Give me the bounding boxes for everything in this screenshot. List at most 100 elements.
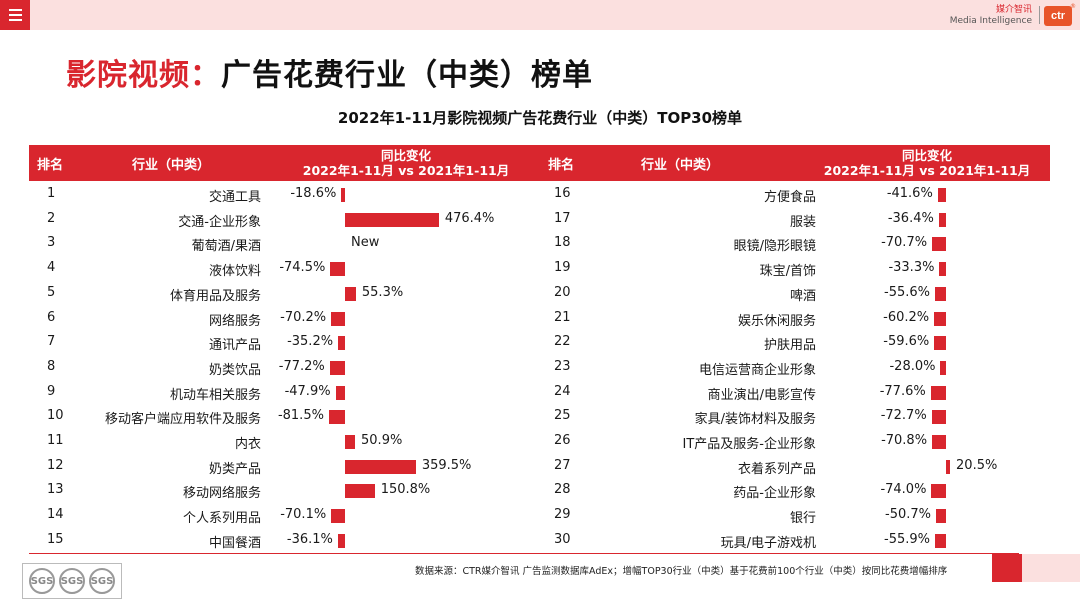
row-industry: 葡萄酒/果酒 [191,239,261,255]
page-title-main: 影院视频： [66,58,221,93]
sgs-badge-icon: SGS [89,568,115,594]
row-value-label: 50.9% [361,433,403,448]
change-bar [345,286,356,301]
header-rank-right: 排名 [548,157,575,173]
row-industry: 奶类饮品 [208,362,261,378]
change-bar [931,484,946,499]
change-bar [331,509,345,524]
row-industry: 中国餐酒 [208,535,261,551]
change-bar [338,336,345,351]
row-value-label: -36.1% [286,531,333,547]
row-value-label: -81.5% [277,408,324,424]
table-row: 3 葡萄酒/果酒 New [0,232,1080,256]
row-rank: 21 [554,309,571,325]
sgs-badge-icon: SGS [59,568,85,594]
row-value-label: -77.2% [278,358,325,374]
table-row: 10 移动客户端应用软件及服务 -81.5% [0,405,1080,429]
row-rank: 8 [47,358,56,374]
change-bar [345,212,439,227]
row-rank: 9 [47,383,56,399]
change-bar [331,311,345,326]
row-rank: 20 [554,284,571,300]
row-value-label: -70.2% [280,309,327,325]
header-change-left: 同比变化 2022年1-11月 vs 2021年1-11月 [291,148,521,178]
change-bar [934,336,946,351]
ctr-logo: ctr [1044,6,1072,26]
row-rank: 26 [554,433,571,448]
table-row: 26 IT产品及服务-企业形象 -70.8% [0,430,1080,454]
page-title: 影院视频：广告花费行业（中类）榜单 [66,50,593,94]
change-bar [938,212,946,227]
table-header: 排名 行业（中类） 同比变化 2022年1-11月 vs 2021年1-11月 … [29,145,1050,181]
table-row: 6 网络服务 -70.2% [0,307,1080,331]
row-rank: 28 [554,482,571,498]
row-value-label: -72.7% [880,408,927,424]
row-rank: 10 [47,408,64,424]
row-rank: 15 [47,531,64,547]
row-rank: 16 [554,186,571,201]
brand-text: 媒介智讯 Media Intelligence [950,5,1032,27]
row-industry: 珠宝/首饰 [759,264,816,280]
table-row: 24 商业演出/电影宣传 -77.6% [0,381,1080,405]
row-rank: 14 [47,507,64,523]
table-row: 8 奶类饮品 -77.2% [0,356,1080,380]
row-industry: 玩具/电子游戏机 [720,535,816,551]
row-value-label: -50.7% [885,507,932,523]
row-rank: 27 [554,457,571,473]
row-value-label: -59.6% [883,334,930,350]
row-rank: 17 [554,210,571,226]
top-bar [0,0,1080,30]
change-bar [329,360,345,375]
change-bar [337,533,345,548]
change-bar [939,262,946,277]
change-bar [936,509,946,524]
row-value-label: 476.4% [444,210,495,226]
row-value-label: -60.2% [883,309,930,325]
table-row: 15 中国餐酒 -36.1% [0,529,1080,553]
row-value-label: -28.0% [889,358,936,374]
table-row: 25 家具/装饰材料及服务 -72.7% [0,405,1080,429]
row-industry: 液体饮料 [208,264,261,280]
bottom-divider [29,553,1019,554]
table-row: 12 奶类产品 359.5% [0,455,1080,479]
row-rank: 24 [554,383,571,399]
row-rank: 13 [47,482,64,498]
row-value-label: -36.4% [887,210,934,226]
menu-icon[interactable] [0,0,30,30]
table-row: 20 啤酒 -55.6% [0,282,1080,306]
row-industry: 通讯产品 [208,338,261,354]
table-row: 2 交通-企业形象 476.4% [0,208,1080,232]
table-row: 18 眼镜/隐形眼镜 -70.7% [0,232,1080,256]
row-industry: 移动客户端应用软件及服务 [104,412,261,428]
row-industry: 交通工具 [208,190,261,205]
header-industry-left: 行业（中类） [132,157,211,173]
brand-name-cn: 媒介智讯 [995,5,1032,15]
certification-badges: SGS SGS SGS [22,563,122,599]
change-bar [335,385,345,400]
table-row: 21 娱乐休闲服务 -60.2% [0,307,1080,331]
table-row: 1 交通工具 -18.6% [0,183,1080,207]
row-value-label: -35.2% [287,334,334,350]
change-bar [330,262,345,277]
change-bar [932,237,946,252]
row-rank: 11 [47,433,64,448]
row-rank: 6 [47,309,56,325]
change-bar [341,188,345,202]
footer-pink-block [1022,554,1080,582]
row-value-label: -33.3% [888,260,935,276]
header-change-left-line2: 2022年1-11月 vs 2021年1-11月 [302,163,510,178]
table-row: 29 银行 -50.7% [0,504,1080,528]
table-row: 4 液体饮料 -74.5% [0,257,1080,281]
row-value-label: 20.5% [956,457,998,473]
header-rank-left: 排名 [37,157,64,173]
change-bar [328,410,345,425]
table-row: 7 通讯产品 -35.2% [0,331,1080,355]
footer-red-block [992,554,1022,582]
row-rank: 29 [554,507,571,523]
row-value-label: -74.5% [279,260,326,276]
row-value-label: -70.1% [280,507,327,523]
change-bar [935,286,946,301]
chart-title: 2022年1-11月影院视频广告花费行业（中类）TOP30榜单 [337,109,743,127]
row-industry: 商业演出/电影宣传 [707,387,816,403]
row-rank: 2 [47,210,56,226]
